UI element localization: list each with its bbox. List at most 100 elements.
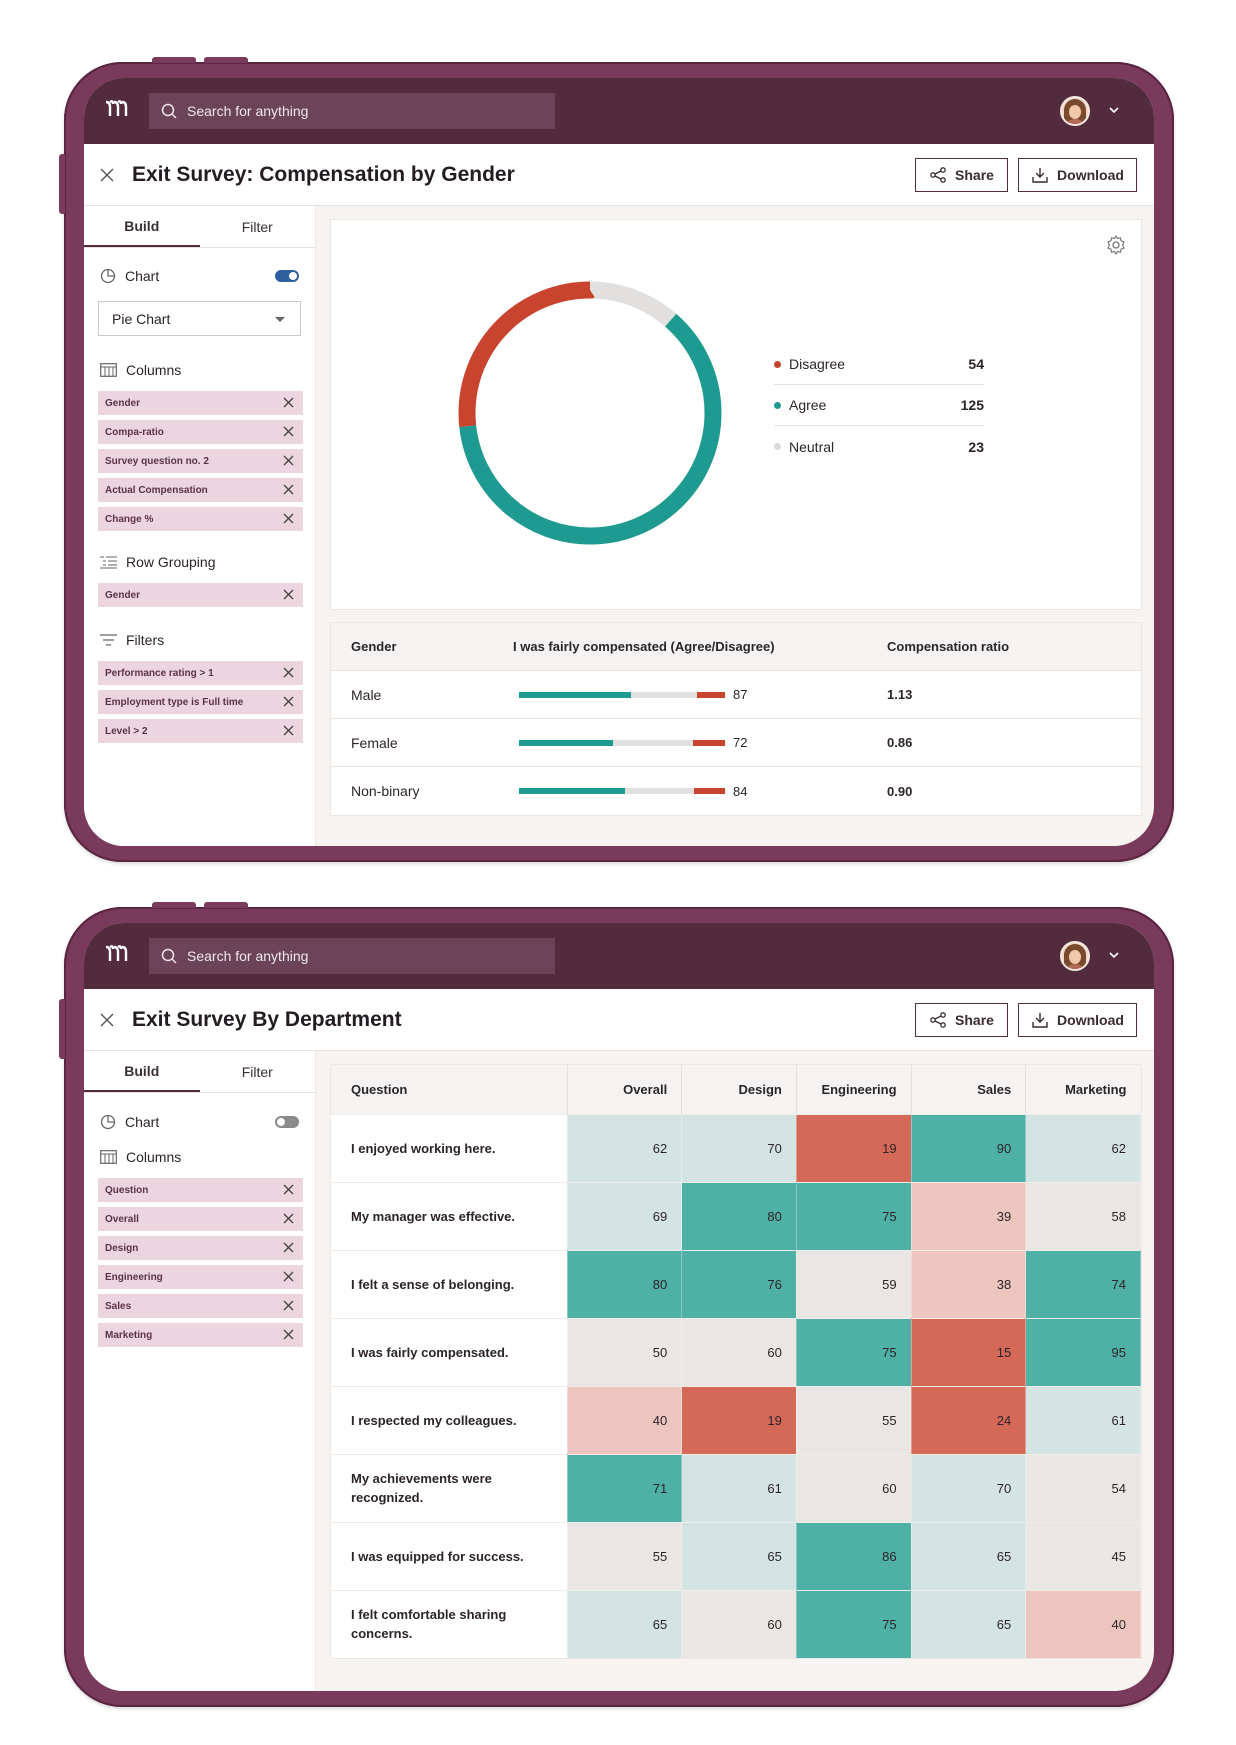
close-button[interactable]	[84, 1013, 130, 1027]
column-pill[interactable]: Marketing	[98, 1323, 303, 1347]
chart-toggle[interactable]	[275, 1116, 299, 1128]
question-cell: I enjoyed working here.	[331, 1113, 568, 1182]
disagree-segment	[694, 788, 725, 794]
tab-build[interactable]: Build	[84, 1051, 200, 1092]
row-grouping-pill-label: Gender	[105, 589, 141, 601]
filter-pill[interactable]: Employment type is Full time	[98, 690, 303, 714]
row-grouping-icon	[100, 556, 117, 569]
column-pill[interactable]: Gender	[98, 391, 303, 415]
table-row: I was fairly compensated. 50 60 75 15 95	[331, 1317, 1141, 1386]
remove-icon[interactable]	[283, 513, 294, 524]
filter-pill[interactable]: Level > 2	[98, 719, 303, 743]
filter-pill[interactable]: Performance rating > 1	[98, 661, 303, 685]
user-avatar[interactable]	[1060, 96, 1090, 126]
column-pill[interactable]: Change %	[98, 507, 303, 531]
tab-filter[interactable]: Filter	[241, 218, 273, 235]
legend-item-neutral: Neutral 23	[774, 426, 984, 467]
chart-toggle[interactable]	[275, 270, 299, 282]
download-button[interactable]: Download	[1018, 1003, 1137, 1037]
download-label: Download	[1057, 1012, 1124, 1028]
column-pill-label: Compa-ratio	[105, 426, 164, 438]
column-pill[interactable]: Survey question no. 2	[98, 449, 303, 473]
app-logo[interactable]	[84, 944, 148, 969]
heatmap-body: I enjoyed working here. 62 70 19 90 62 My mana…	[331, 1113, 1141, 1658]
share-button[interactable]: Share	[915, 1003, 1008, 1037]
column-pill[interactable]: Overall	[98, 1207, 303, 1231]
top-navigation-bar: Search for anything	[84, 923, 1154, 989]
column-pill[interactable]: Question	[98, 1178, 303, 1202]
logo-icon	[105, 944, 128, 961]
heatmap-cell: 61	[1025, 1385, 1141, 1454]
remove-icon[interactable]	[283, 589, 294, 600]
legend-value: 54	[968, 356, 984, 372]
remove-icon[interactable]	[283, 426, 294, 437]
agree-segment	[519, 692, 632, 698]
heatmap-cell: 62	[1025, 1113, 1141, 1182]
heatmap-cell: 45	[1025, 1521, 1141, 1590]
column-pill[interactable]: Sales	[98, 1294, 303, 1318]
agreement-bar	[519, 788, 725, 794]
column-pill[interactable]: Actual Compensation	[98, 478, 303, 502]
column-pill-label: Change %	[105, 513, 154, 525]
chart-label: Chart	[125, 268, 160, 284]
remove-icon[interactable]	[283, 1213, 294, 1224]
row-grouping-pill[interactable]: Gender	[98, 583, 303, 607]
heatmap-cell: 60	[681, 1317, 797, 1386]
column-pill[interactable]: Compa-ratio	[98, 420, 303, 444]
disagree-segment	[693, 740, 725, 746]
column-pill[interactable]: Design	[98, 1236, 303, 1260]
legend-label: Agree	[789, 397, 827, 413]
table-row: My manager was effective. 69 80 75 39 58	[331, 1181, 1141, 1250]
close-button[interactable]	[84, 168, 130, 182]
heatmap-cell: 58	[1025, 1181, 1141, 1250]
download-button[interactable]: Download	[1018, 158, 1137, 192]
screen-1: Search for anything Exit Survey: Compens…	[84, 78, 1154, 846]
remove-icon[interactable]	[283, 1271, 294, 1282]
agree-segment	[519, 740, 613, 746]
heatmap-cell: 50	[567, 1317, 683, 1386]
chart-label: Chart	[125, 1114, 160, 1130]
remove-icon[interactable]	[283, 725, 294, 736]
remove-icon[interactable]	[283, 696, 294, 707]
heatmap-cell: 90	[911, 1113, 1027, 1182]
remove-icon[interactable]	[283, 484, 294, 495]
agreement-value: 84	[733, 783, 748, 799]
remove-icon[interactable]	[283, 1242, 294, 1253]
chevron-down-icon[interactable]	[1108, 104, 1120, 116]
heatmap-cell: 75	[796, 1181, 912, 1250]
filters-section: Filters	[84, 630, 315, 650]
chevron-down-icon[interactable]	[1108, 949, 1120, 961]
filter-icon	[100, 634, 117, 646]
hardware-button	[204, 57, 248, 63]
remove-icon[interactable]	[283, 1329, 294, 1340]
remove-icon[interactable]	[283, 1184, 294, 1195]
remove-icon[interactable]	[283, 455, 294, 466]
tab-build[interactable]: Build	[84, 206, 200, 247]
user-avatar[interactable]	[1060, 941, 1090, 971]
gear-icon[interactable]	[1105, 234, 1127, 256]
share-button[interactable]: Share	[915, 158, 1008, 192]
chart-icon	[100, 268, 116, 284]
filters-label: Filters	[126, 632, 165, 648]
search-input[interactable]: Search for anything	[149, 938, 555, 974]
heatmap-cell: 80	[567, 1249, 683, 1318]
remove-icon[interactable]	[283, 1300, 294, 1311]
tab-filter[interactable]: Filter	[241, 1063, 273, 1080]
chart-type-select[interactable]: Pie Chart	[98, 301, 301, 336]
agreement-bar	[519, 692, 725, 698]
columns-label: Columns	[126, 362, 182, 378]
agreement-value: 72	[733, 735, 748, 750]
column-pill-label: Gender	[105, 397, 141, 409]
column-pill[interactable]: Engineering	[98, 1265, 303, 1289]
builder-sidebar: Build Filter Chart Columns Question Over…	[84, 1051, 316, 1691]
sidebar-tabs: Build Filter	[84, 206, 315, 248]
disagree-segment	[697, 692, 725, 698]
donut-slice-agree	[458, 281, 722, 545]
remove-icon[interactable]	[283, 397, 294, 408]
donut-slice-disagree	[458, 281, 722, 545]
tablet-frame-1: Search for anything Exit Survey: Compens…	[59, 57, 1174, 862]
remove-icon[interactable]	[283, 667, 294, 678]
app-logo[interactable]	[84, 99, 148, 124]
heatmap-cell: 15	[911, 1317, 1027, 1386]
search-input[interactable]: Search for anything	[149, 93, 555, 129]
